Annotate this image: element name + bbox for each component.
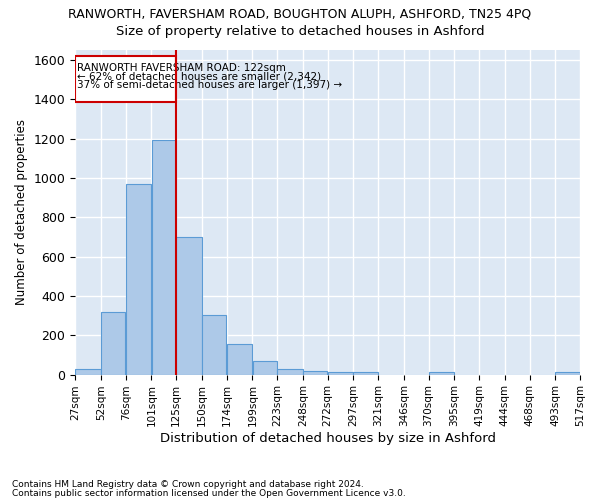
Bar (152, 140, 176, 374)
Y-axis label: Number of detached properties: Number of detached properties (15, 120, 28, 306)
Bar (429, 372, 454, 374)
Text: RANWORTH FAVERSHAM ROAD: 122sqm: RANWORTH FAVERSHAM ROAD: 122sqm (77, 63, 286, 73)
Bar (303, 370, 328, 374)
Bar (75, 56, 176, 102)
Bar (556, 372, 580, 374)
Text: Size of property relative to detached houses in Ashford: Size of property relative to detached ho… (116, 25, 484, 38)
Bar (176, 237, 202, 374)
Bar (227, 344, 252, 374)
Text: RANWORTH, FAVERSHAM ROAD, BOUGHTON ALUPH, ASHFORD, TN25 4PQ: RANWORTH, FAVERSHAM ROAD, BOUGHTON ALUPH… (68, 8, 532, 20)
Text: Contains HM Land Registry data © Crown copyright and database right 2024.: Contains HM Land Registry data © Crown c… (12, 480, 364, 489)
Bar (328, 372, 353, 374)
Text: ← 62% of detached houses are smaller (2,342): ← 62% of detached houses are smaller (2,… (77, 72, 322, 82)
Bar (126, 184, 151, 374)
Text: Contains public sector information licensed under the Open Government Licence v3: Contains public sector information licen… (12, 488, 406, 498)
Bar (253, 361, 277, 374)
Text: 37% of semi-detached houses are larger (1,397) →: 37% of semi-detached houses are larger (… (77, 80, 343, 90)
Bar (76, 368, 101, 374)
X-axis label: Distribution of detached houses by size in Ashford: Distribution of detached houses by size … (160, 432, 496, 445)
Bar (101, 312, 125, 374)
Bar (202, 314, 226, 374)
Bar (277, 369, 302, 374)
Bar (353, 372, 378, 374)
